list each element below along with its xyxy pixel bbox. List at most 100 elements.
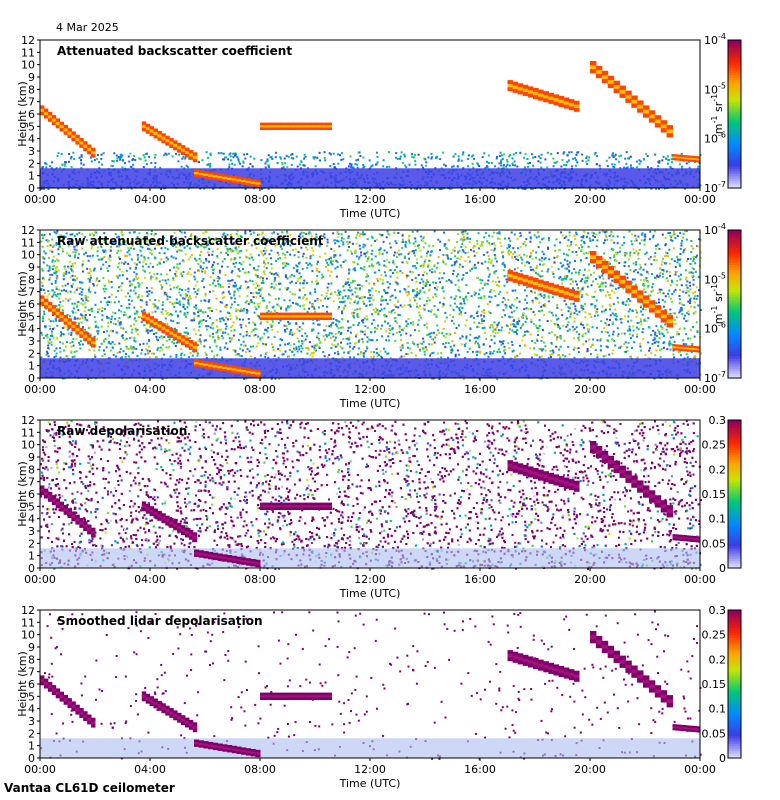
cloud-core-3-segment	[227, 557, 233, 560]
colorbar-swatch	[728, 244, 741, 248]
cloud-core-3-segment	[212, 175, 219, 178]
cloud-core-6-segment	[643, 109, 650, 114]
colorbar-swatch	[728, 681, 741, 685]
colorbar-swatch	[728, 323, 741, 327]
colorbar-tick-label: 0	[719, 752, 726, 765]
cloud-core-5-segment	[568, 673, 575, 677]
plot-area	[40, 420, 700, 568]
cloud-core-5-segment	[553, 668, 560, 672]
cloud-core-4-segment	[265, 315, 271, 318]
cloud-core-5-segment	[507, 654, 514, 658]
y-tick-label: 9	[28, 71, 35, 84]
cloud-core-4-segment	[295, 695, 302, 698]
cloud-core-5-segment	[527, 660, 534, 664]
colorbar-swatch	[728, 429, 741, 433]
cloud-core-5-segment	[507, 464, 514, 468]
cloud-core-4-segment	[275, 315, 281, 318]
panel-title: Raw depolarisation	[57, 424, 187, 438]
y-tick-label: 12	[21, 414, 35, 427]
y-tick-label: 6	[28, 108, 35, 121]
cloud-core-3-segment	[236, 559, 242, 562]
colorbar-swatch	[728, 230, 741, 234]
cloud-core-2-segment	[192, 345, 198, 349]
cloud-core-7-segment	[680, 536, 683, 539]
x-tick-label: 16:00	[464, 763, 496, 776]
cloud-core-7-segment	[690, 727, 693, 730]
cloud-core-2-segment	[185, 531, 190, 534]
cloud-core-6-segment	[654, 119, 662, 124]
cloud-core-1-segment	[43, 302, 49, 306]
colorbar-swatch	[728, 239, 741, 243]
cloud-core-1-segment	[67, 131, 72, 135]
cloud-core-7-segment	[684, 727, 687, 730]
cloud-core-2-segment	[149, 319, 154, 323]
cloud-core-3-segment	[241, 750, 247, 753]
cloud-core-5-segment	[573, 674, 580, 678]
colorbar-swatch	[728, 642, 741, 646]
colorbar-swatch	[728, 624, 741, 628]
cloud-core-5-segment	[527, 470, 534, 474]
colorbar-swatch	[728, 72, 741, 76]
colorbar: 10-7 10-6 10-5 10-4 m-1 sr-1	[704, 222, 742, 385]
colorbar-swatch	[728, 316, 741, 320]
cloud-core-2-segment	[177, 336, 182, 340]
colorbar-frame	[727, 609, 742, 759]
colorbar-swatch	[728, 368, 741, 372]
colorbar-swatch	[728, 733, 741, 737]
colorbar-swatch	[728, 494, 741, 498]
colorbar-swatch	[728, 331, 741, 335]
x-tick-label: 16:00	[464, 193, 496, 206]
cloud-core-1-segment	[43, 682, 49, 686]
colorbar-swatch	[728, 659, 741, 663]
cloud-core-7-segment	[684, 157, 687, 160]
colorbar-swatch	[728, 753, 741, 757]
colorbar-swatch	[728, 304, 741, 308]
cloud-core-7-segment	[674, 156, 677, 159]
cloud-core-4-segment	[326, 125, 332, 128]
cloud-core-1-segment	[40, 108, 45, 112]
cloud-core-3-segment	[212, 745, 219, 748]
x-tick-label: 00:00	[684, 763, 716, 776]
y-tick-label: 8	[28, 83, 35, 96]
cloud-core-3-segment	[203, 553, 209, 556]
colorbar-swatch	[728, 644, 741, 648]
colorbar-swatch	[728, 96, 741, 100]
colorbar-swatch	[728, 262, 741, 266]
cloud-core-2-segment	[165, 139, 170, 143]
cloud-core-1-segment	[55, 121, 61, 125]
colorbar-swatch	[728, 160, 741, 164]
y-tick-label: 7	[28, 666, 35, 679]
y-tick-label: 10	[21, 439, 35, 452]
cloud-core-1-segment	[87, 717, 92, 721]
y-tick-label: 2	[28, 157, 35, 170]
cloud-core-7-segment	[694, 538, 697, 540]
y-tick-label: 1	[28, 170, 35, 183]
colorbar-swatch	[728, 629, 741, 633]
colorbar-swatch	[728, 469, 741, 473]
colorbar-swatch	[728, 242, 741, 246]
colorbar-swatch	[728, 350, 741, 354]
cloud-core-4-segment	[300, 505, 307, 508]
cloud-core-5-segment	[517, 277, 524, 281]
cloud-core-6-segment	[625, 94, 632, 99]
cloud-core-2-segment	[157, 134, 162, 138]
colorbar-swatch	[728, 252, 741, 256]
y-tick-label: 3	[28, 335, 35, 348]
cloud-core-6-segment	[654, 689, 662, 694]
cloud-core-7-segment	[694, 728, 697, 730]
colorbar-swatch	[728, 358, 741, 362]
aerosol-band	[40, 358, 700, 378]
colorbar-swatch	[728, 627, 741, 631]
cloud-core-3-segment	[231, 368, 237, 371]
cloud-core-4-segment	[260, 695, 266, 698]
colorbar-swatch	[728, 637, 741, 641]
cloud-core-6-segment	[601, 455, 609, 459]
cloud-core-3-segment	[245, 560, 252, 563]
cloud-core-1-segment	[75, 518, 80, 522]
cloud-core-3-segment	[255, 752, 261, 755]
cloud-core-4-segment	[275, 695, 281, 698]
colorbar-swatch	[728, 548, 741, 552]
colorbar-swatch	[728, 365, 741, 369]
cloud-core-7-segment	[688, 727, 691, 730]
cloud-core-3-segment	[203, 743, 209, 746]
